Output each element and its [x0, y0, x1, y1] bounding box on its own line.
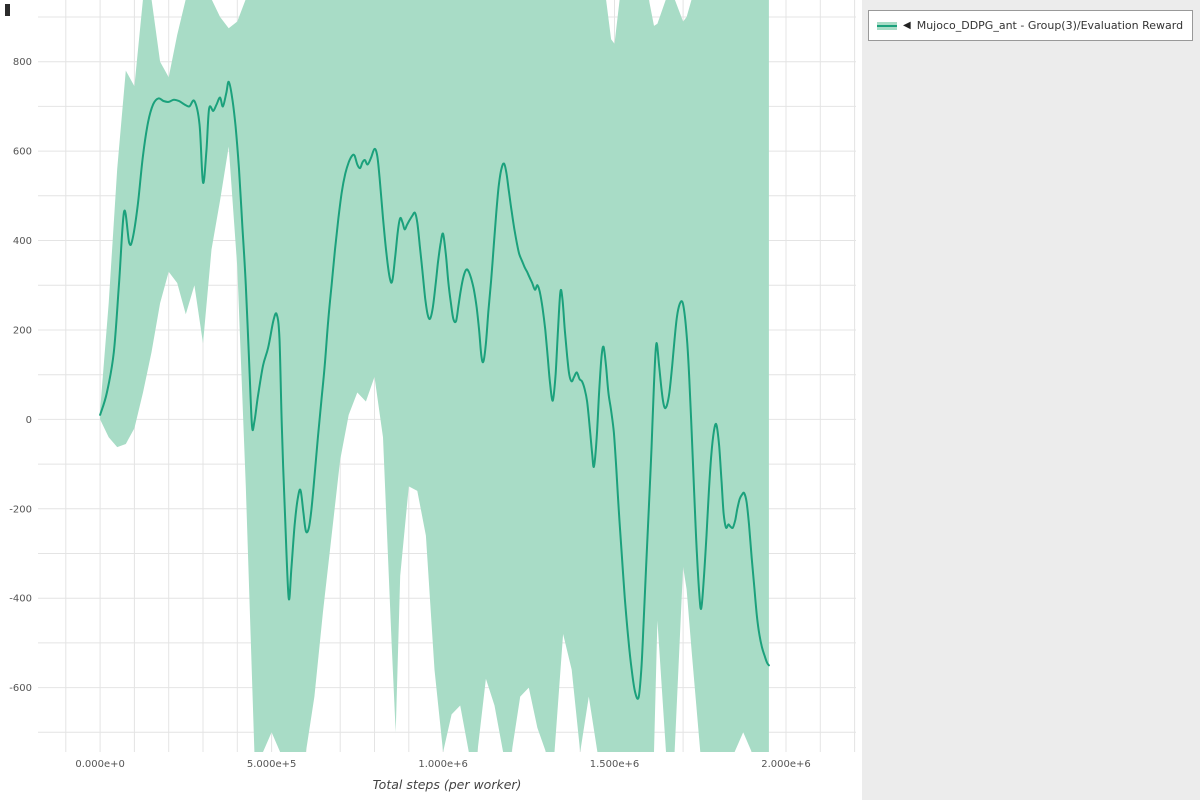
svg-text:0.000e+0: 0.000e+0	[75, 759, 125, 770]
svg-text:2.000e+6: 2.000e+6	[761, 759, 811, 770]
mean-line	[99, 80, 770, 700]
svg-text:5.000e+5: 5.000e+5	[247, 759, 297, 770]
panel-collapse-handle-icon[interactable]	[5, 4, 10, 16]
confidence-band	[100, 0, 769, 752]
svg-text:1.000e+6: 1.000e+6	[418, 759, 468, 770]
chart-canvas[interactable]: 0.000e+0 5.000e+5 1.000e+6 1.500e+6 2.000e+6…	[0, 0, 862, 800]
x-tick-labels: 0.000e+0 5.000e+5 1.000e+6 1.500e+6 2.000e+6	[75, 759, 810, 770]
legend-label: Mujoco_DDPG_ant - Group(3)/Evaluation Re…	[916, 19, 1184, 32]
swatch-line	[877, 24, 897, 27]
svg-text:-200: -200	[9, 504, 32, 515]
y-tick-labels: -600 -400 -200 0 200 400 600 800	[9, 57, 32, 694]
legend-panel: ◀ Mujoco_DDPG_ant - Group(3)/Evaluation …	[862, 0, 1200, 800]
svg-text:1.500e+6: 1.500e+6	[590, 759, 640, 770]
svg-text:400: 400	[13, 236, 32, 247]
svg-text:800: 800	[13, 57, 32, 68]
svg-text:600: 600	[13, 147, 32, 158]
svg-text:0: 0	[26, 415, 32, 426]
x-axis-title: Total steps (per worker)	[372, 777, 522, 792]
svg-text:-400: -400	[9, 594, 32, 605]
legend-entry[interactable]: ◀ Mujoco_DDPG_ant - Group(3)/Evaluation …	[868, 10, 1193, 41]
legend-collapse-icon[interactable]: ◀	[903, 20, 911, 31]
svg-text:200: 200	[13, 326, 32, 337]
svg-text:-600: -600	[9, 683, 32, 694]
series-swatch-icon	[877, 20, 897, 32]
